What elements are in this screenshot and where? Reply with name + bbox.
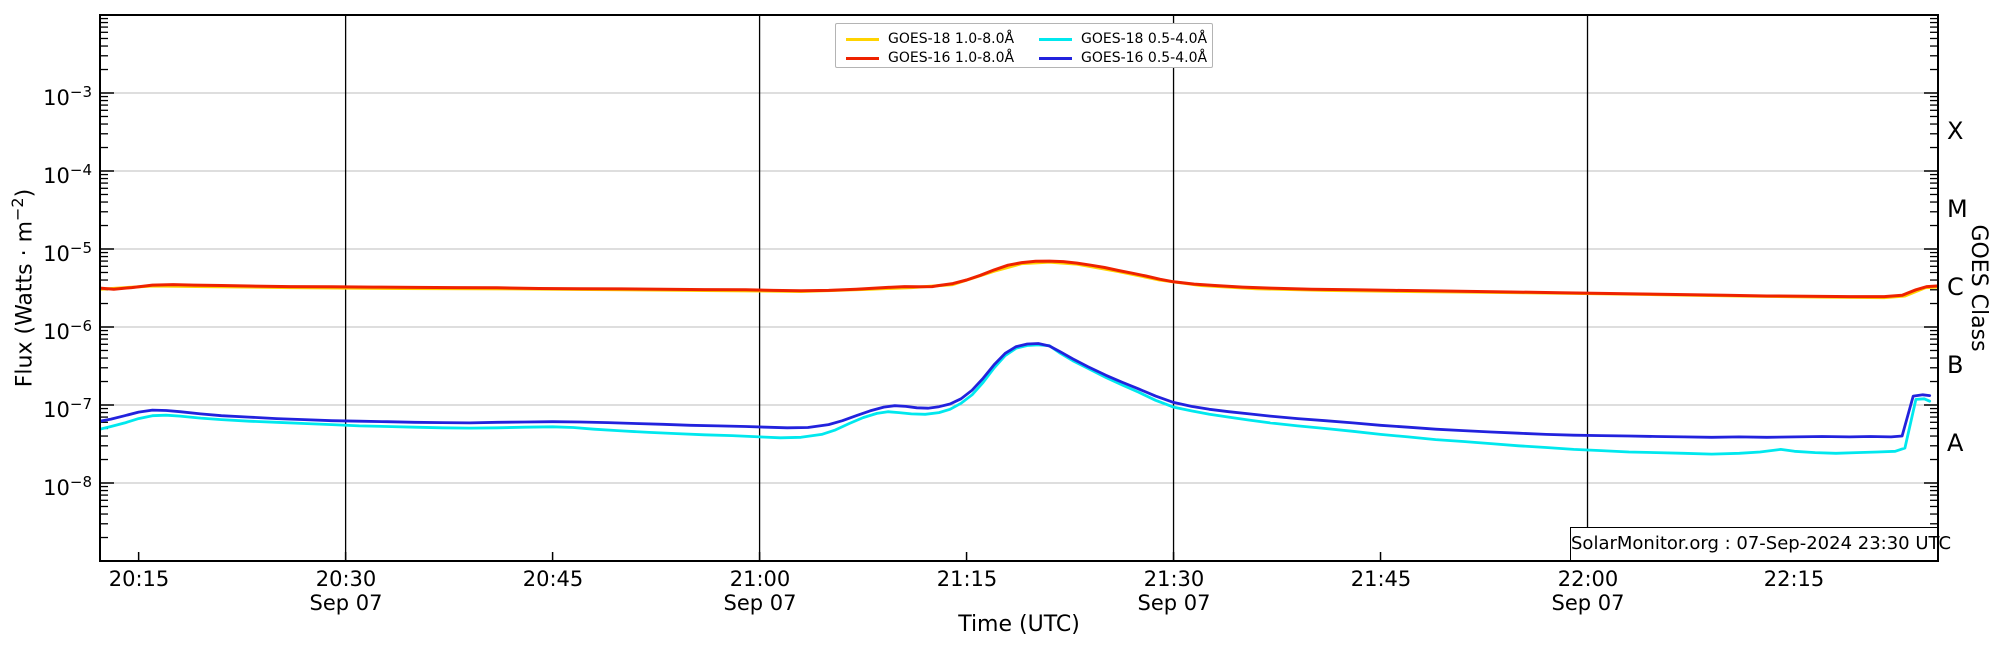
y-axis-title-exponent: −2 [8,197,27,221]
y-tick-label-10e-6: 10−6 [43,317,92,344]
x-date-label-sep07: Sep 07 [723,591,797,615]
y-tick-label-10e-5: 10−5 [43,239,92,266]
legend-item-goes16-long: GOES-16 1.0-8.0Å [846,48,1014,68]
x-date-label-sep07: Sep 07 [309,591,383,615]
series-curve-goes-16-1-0-8-0- [100,259,1938,299]
legend-line-sample-goes18-long [846,37,879,41]
source-annotation: SolarMonitor.org : 07-Sep-2024 23:30 UTC [1570,527,1951,561]
series-curve-goes-16-0-5-4-0- [100,342,1932,439]
series-curve-goes-18-0-5-4-0- [100,343,1932,456]
y-axis-title-suffix: ) [12,188,38,198]
legend-line-sample-goes16-short [1039,56,1072,60]
legend-item-goes16-short: GOES-16 0.5-4.0Å [1039,48,1207,68]
x-tick-label-21-00: 21:00 [729,567,791,591]
legend-label-goes18-short: GOES-18 0.5-4.0Å [1081,31,1208,47]
legend-item-goes18-short: GOES-18 0.5-4.0Å [1039,29,1207,49]
x-tick-label-22-15: 22:15 [1763,567,1825,591]
x-date-label-sep07: Sep 07 [1137,591,1211,615]
legend-item-goes18-long: GOES-18 1.0-8.0Å [846,29,1014,49]
x-tick-label-21-45: 21:45 [1350,567,1412,591]
legend-label-goes18-long: GOES-18 1.0-8.0Å [888,31,1015,47]
goes-class-label-b: B [1947,351,1964,379]
x-axis-title: Time (UTC) [958,612,1080,637]
legend-label-goes16-long: GOES-16 1.0-8.0Å [888,50,1015,66]
y-tick-label-10e-3: 10−3 [43,83,92,110]
y-tick-label-10e-7: 10−7 [43,395,92,422]
legend-line-sample-goes16-long [846,56,879,60]
right-axis-title: GOES Class [1966,224,1991,352]
legend-line-sample-goes18-short [1039,37,1072,41]
legend-label-goes16-short: GOES-16 0.5-4.0Å [1081,50,1208,66]
goes-class-label-x: X [1947,117,1964,145]
x-tick-label-22-00: 22:00 [1557,567,1619,591]
x-tick-label-20-15: 20:15 [108,567,170,591]
y-tick-label-10e-4: 10−4 [43,161,92,188]
x-tick-label-21-30: 21:30 [1143,567,1205,591]
x-tick-label-20-45: 20:45 [522,567,584,591]
legend: GOES-18 1.0-8.0Å GOES-16 1.0-8.0Å GOES-1… [835,23,1213,68]
y-axis-title-text: Flux (Watts · m [12,220,38,388]
x-tick-label-21-15: 21:15 [936,567,998,591]
y-axis-title: Flux (Watts · m−2) [8,118,38,458]
plot-border [99,14,1939,562]
goes-class-label-m: M [1947,195,1968,223]
y-tick-label-10e-8: 10−8 [43,473,92,500]
goes-class-label-a: A [1947,429,1964,457]
x-date-label-sep07: Sep 07 [1551,591,1625,615]
goes-class-label-c: C [1947,273,1964,301]
x-tick-label-20-30: 20:30 [315,567,377,591]
